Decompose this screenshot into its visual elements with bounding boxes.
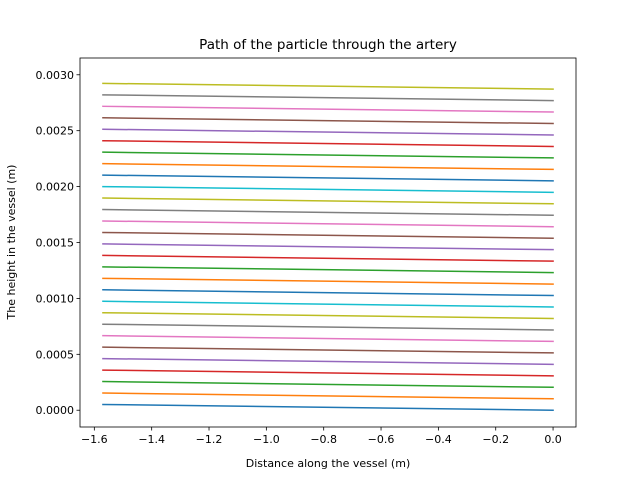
- series-layer: [102, 82, 554, 411]
- series-line-8: [102, 323, 554, 331]
- chart-title: Path of the particle through the artery: [199, 37, 457, 53]
- series-line-21: [102, 174, 554, 182]
- y-axis: 0.0000 0.0005 0.0010 0.0015 0.0020 0.0025 0.00…: [36, 69, 80, 417]
- x-tick-label: −0.2: [482, 433, 509, 446]
- series-line-19: [102, 197, 554, 205]
- y-tick-label: 0.0010: [36, 292, 75, 305]
- x-tick-label: −1.0: [253, 433, 280, 446]
- series-line-6: [102, 346, 554, 354]
- y-tick-label: 0.0000: [36, 404, 75, 417]
- y-tick-label: 0.0025: [36, 125, 75, 138]
- series-line-20: [102, 185, 554, 194]
- x-tick-label: 0.0: [544, 433, 562, 446]
- y-tick-label: 0.0030: [36, 69, 75, 82]
- series-line-24: [102, 139, 554, 148]
- x-axis: −1.6 −1.4 −1.2 −1.0 −0.8 −0.6 −0.4 −0.2 0.0: [81, 427, 562, 446]
- series-line-4: [102, 369, 554, 377]
- series-line-3: [102, 380, 554, 389]
- series-line-12: [102, 277, 554, 285]
- series-line-27: [102, 105, 554, 113]
- series-line-16: [102, 231, 554, 239]
- y-tick-label: 0.0015: [36, 237, 75, 250]
- y-axis-label: The height in the vessel (m): [5, 165, 18, 321]
- series-line-13: [102, 266, 554, 274]
- series-line-29: [102, 82, 554, 90]
- series-line-28: [102, 94, 554, 102]
- y-tick-label: 0.0020: [36, 181, 75, 194]
- x-tick-label: −1.2: [196, 433, 223, 446]
- x-tick-label: −0.4: [425, 433, 452, 446]
- x-tick-label: −1.4: [138, 433, 165, 446]
- x-tick-label: −1.6: [81, 433, 108, 446]
- series-line-11: [102, 289, 554, 297]
- series-line-5: [102, 357, 554, 366]
- x-axis-label: Distance along the vessel (m): [246, 457, 410, 470]
- series-line-23: [102, 151, 554, 159]
- series-line-14: [102, 254, 554, 262]
- series-line-1: [102, 403, 554, 411]
- series-line-7: [102, 334, 554, 343]
- y-tick-label: 0.0005: [36, 348, 75, 361]
- x-tick-label: −0.8: [310, 433, 337, 446]
- series-line-10: [102, 300, 554, 308]
- series-line-22: [102, 162, 554, 171]
- series-line-25: [102, 128, 554, 136]
- series-line-18: [102, 208, 554, 217]
- series-line-15: [102, 243, 554, 251]
- x-tick-label: −0.6: [368, 433, 395, 446]
- series-line-2: [102, 392, 554, 400]
- series-line-26: [102, 117, 554, 125]
- series-line-17: [102, 220, 554, 228]
- series-line-9: [102, 311, 554, 320]
